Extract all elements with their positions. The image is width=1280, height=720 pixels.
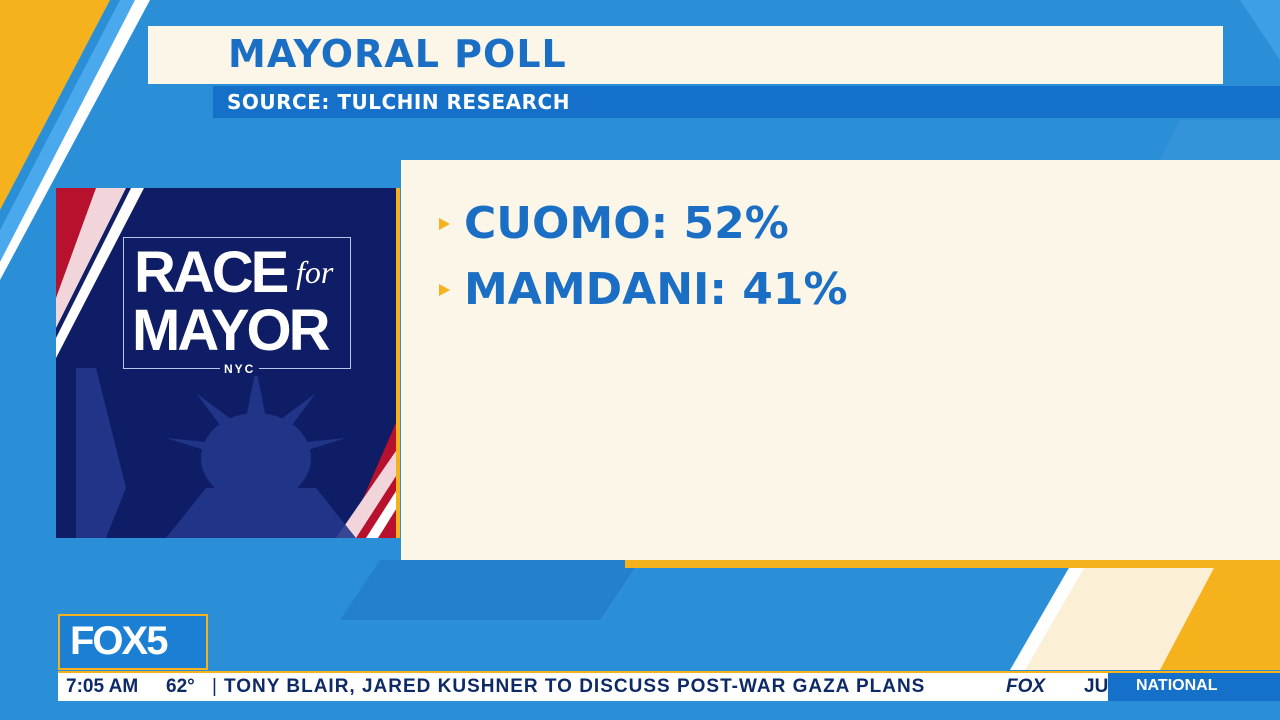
title-bar: MAYORAL POLL	[148, 26, 1223, 84]
page-title: MAYORAL POLL	[228, 32, 567, 76]
bullet-arrow-icon	[439, 283, 450, 296]
poll-result-text: MAMDANI: 41%	[464, 264, 848, 315]
source-label: SOURCE: TULCHIN RESEARCH	[227, 90, 570, 114]
ticker-separator: |	[212, 676, 217, 697]
logo-for-text: for	[296, 254, 334, 290]
poll-result-item: CUOMO: 52%	[439, 198, 789, 249]
ticker-category-badge: NATIONAL	[1108, 673, 1280, 701]
ticker-time: 7:05 AM	[66, 676, 139, 697]
source-bar: SOURCE: TULCHIN RESEARCH	[213, 86, 1280, 118]
ticker-next-headline: JU	[1084, 676, 1109, 697]
ticker-headline: TONY BLAIR, JARED KUSHNER TO DISCUSS POS…	[224, 676, 926, 697]
logo-nyc-text: NYC	[220, 362, 260, 376]
bullet-arrow-icon	[439, 217, 450, 230]
station-logo-text: FOX5	[70, 619, 168, 663]
poll-result-item: MAMDANI: 41%	[439, 264, 848, 315]
station-logo: FOX5	[58, 614, 208, 670]
poll-results-panel: CUOMO: 52% MAMDANI: 41%	[401, 160, 1280, 560]
panel-accent-line	[625, 560, 1280, 568]
news-ticker: 7:05 AM 62° | TONY BLAIR, JARED KUSHNER …	[58, 671, 1280, 701]
ticker-temperature: 62°	[166, 676, 195, 697]
poll-result-text: CUOMO: 52%	[464, 198, 789, 249]
statue-of-liberty-graphic	[56, 188, 398, 538]
logo-mayor-text: MAYOR	[132, 298, 331, 363]
ticker-network-logo: FOX	[1006, 676, 1046, 697]
logo-accent-line	[396, 188, 400, 538]
ticker-category-text: NATIONAL	[1136, 677, 1218, 694]
logo-frame: RACE for MAYOR NYC	[123, 237, 351, 376]
logo-race-text: RACE	[134, 240, 289, 305]
race-for-mayor-logo: RACE for MAYOR NYC	[56, 188, 398, 538]
